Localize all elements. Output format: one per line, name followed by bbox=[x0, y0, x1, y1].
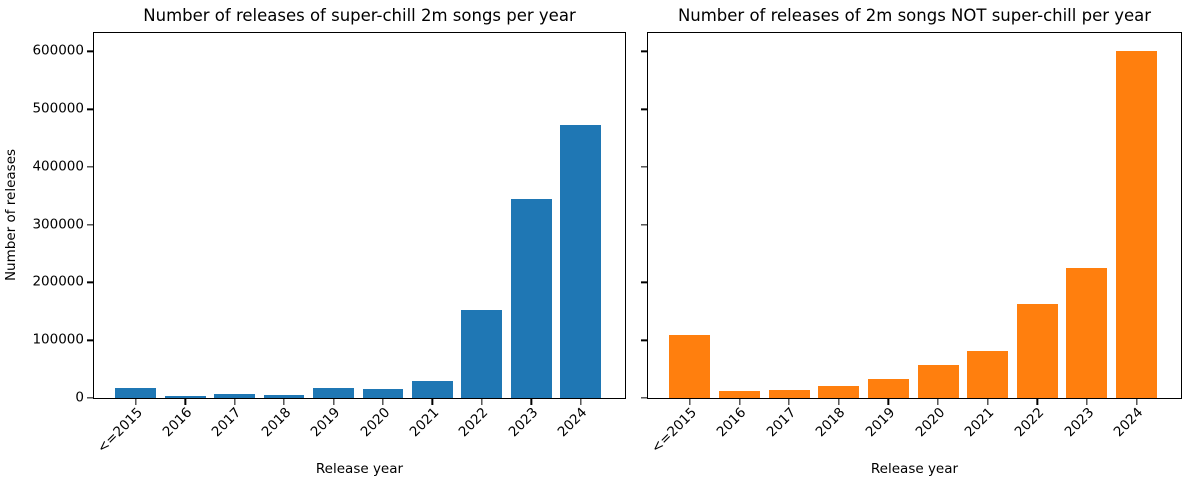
x-tick-mark bbox=[1086, 399, 1088, 405]
y-tick-mark bbox=[641, 339, 647, 341]
x-axis-label-left: Release year bbox=[315, 461, 404, 477]
x-tick-mark bbox=[580, 399, 582, 405]
bar-2022 bbox=[461, 309, 503, 398]
x-tick-label: 2017 bbox=[208, 404, 245, 441]
x-tick-label: 2019 bbox=[862, 404, 899, 441]
x-tick-mark bbox=[283, 399, 285, 405]
bar-2023 bbox=[510, 199, 552, 398]
y-tick-mark bbox=[87, 224, 93, 226]
bar-2022 bbox=[1016, 303, 1058, 398]
x-tick-label: 2017 bbox=[763, 404, 800, 441]
x-tick-mark bbox=[382, 399, 384, 405]
bar-2016 bbox=[719, 391, 761, 398]
x-tick-mark bbox=[788, 399, 790, 405]
x-tick-mark bbox=[530, 399, 532, 405]
bar-2024 bbox=[560, 124, 602, 398]
x-tick-mark bbox=[431, 399, 434, 405]
y-tick-label: 100000 bbox=[32, 331, 84, 348]
x-tick-mark bbox=[135, 399, 137, 405]
y-tick-mark bbox=[641, 50, 647, 53]
plot-area-right: <=2015 2016 2017 2018 2019 2020 2021 2022 2023 20… bbox=[641, 32, 1182, 456]
y-tick-mark bbox=[87, 108, 93, 110]
bar-2020 bbox=[362, 388, 404, 398]
y-tick-label: 200000 bbox=[32, 273, 84, 290]
x-tick-mark bbox=[987, 399, 989, 405]
x-tick-label: 2018 bbox=[258, 404, 294, 441]
y-tick-label: 500000 bbox=[32, 100, 84, 117]
bar-<=2015 bbox=[669, 335, 711, 398]
x-tick-label: 2020 bbox=[912, 404, 948, 441]
x-tick-mark bbox=[481, 399, 483, 405]
bar-2023 bbox=[1066, 268, 1108, 398]
y-tick-mark bbox=[87, 50, 93, 53]
x-tick-label: 2021 bbox=[406, 404, 443, 441]
y-tick-label: 300000 bbox=[32, 215, 84, 232]
bar-2019 bbox=[313, 387, 354, 398]
x-tick-label: <=2015 bbox=[648, 404, 700, 457]
x-axis-label-right: Release year bbox=[870, 461, 959, 477]
bar-2016 bbox=[164, 395, 206, 398]
y-axis-label: Number of releases bbox=[3, 148, 19, 282]
x-tick-label: 2021 bbox=[961, 404, 998, 441]
bar-2021 bbox=[412, 381, 453, 398]
x-tick-label: 2016 bbox=[713, 404, 750, 441]
x-tick-mark bbox=[937, 399, 939, 405]
x-tick-mark bbox=[838, 399, 840, 405]
x-tick-label: 2022 bbox=[1011, 404, 1048, 441]
x-tick-label: 2022 bbox=[456, 404, 492, 441]
x-tick-mark bbox=[332, 399, 335, 405]
x-tick-label: 2020 bbox=[357, 404, 393, 441]
x-tick-mark bbox=[234, 399, 236, 405]
bar-2020 bbox=[917, 365, 959, 398]
x-tick-label: 2018 bbox=[813, 404, 849, 441]
y-tick-label: 600000 bbox=[32, 42, 84, 59]
y-tick-label: 400000 bbox=[32, 158, 84, 175]
y-tick-mark bbox=[641, 397, 647, 399]
y-tick-mark bbox=[87, 166, 93, 168]
bar-2018 bbox=[263, 395, 305, 398]
y-tick-mark bbox=[641, 166, 647, 168]
bar-2017 bbox=[768, 389, 810, 398]
x-tick-label: 2023 bbox=[1061, 404, 1097, 441]
chart-title-right: Number of releases of 2m songs NOT super… bbox=[677, 6, 1152, 25]
x-tick-label: <=2015 bbox=[94, 404, 146, 457]
plot-area-left: 0 100000 200000 300000 400000 500000 600000 <=2… bbox=[32, 32, 626, 456]
bar-2019 bbox=[867, 378, 909, 398]
x-tick-mark bbox=[184, 399, 186, 405]
bar-2024 bbox=[1116, 51, 1157, 398]
y-tick-mark bbox=[641, 281, 647, 284]
x-tick-label: 2024 bbox=[1110, 404, 1147, 441]
x-tick-mark bbox=[738, 399, 741, 405]
chart-title-left: Number of releases of super-chill 2m son… bbox=[143, 6, 576, 25]
bar-2017 bbox=[214, 393, 256, 398]
y-tick-mark bbox=[641, 224, 647, 226]
bar-2021 bbox=[967, 351, 1009, 398]
x-tick-mark bbox=[1036, 399, 1038, 405]
y-tick-mark bbox=[87, 339, 93, 341]
x-tick-label: 2024 bbox=[554, 404, 591, 441]
y-tick-mark bbox=[641, 108, 647, 110]
x-tick-label: 2019 bbox=[307, 404, 344, 441]
x-tick-label: 2023 bbox=[505, 404, 542, 441]
x-tick-mark bbox=[689, 399, 691, 405]
y-tick-mark bbox=[87, 397, 93, 399]
y-tick-label: 0 bbox=[75, 389, 84, 406]
x-tick-mark bbox=[1135, 399, 1138, 405]
y-tick-mark bbox=[87, 281, 93, 284]
x-tick-mark bbox=[887, 399, 890, 405]
bar-<=2015 bbox=[115, 387, 157, 398]
x-tick-label: 2016 bbox=[159, 404, 196, 441]
bar-2018 bbox=[818, 385, 860, 398]
